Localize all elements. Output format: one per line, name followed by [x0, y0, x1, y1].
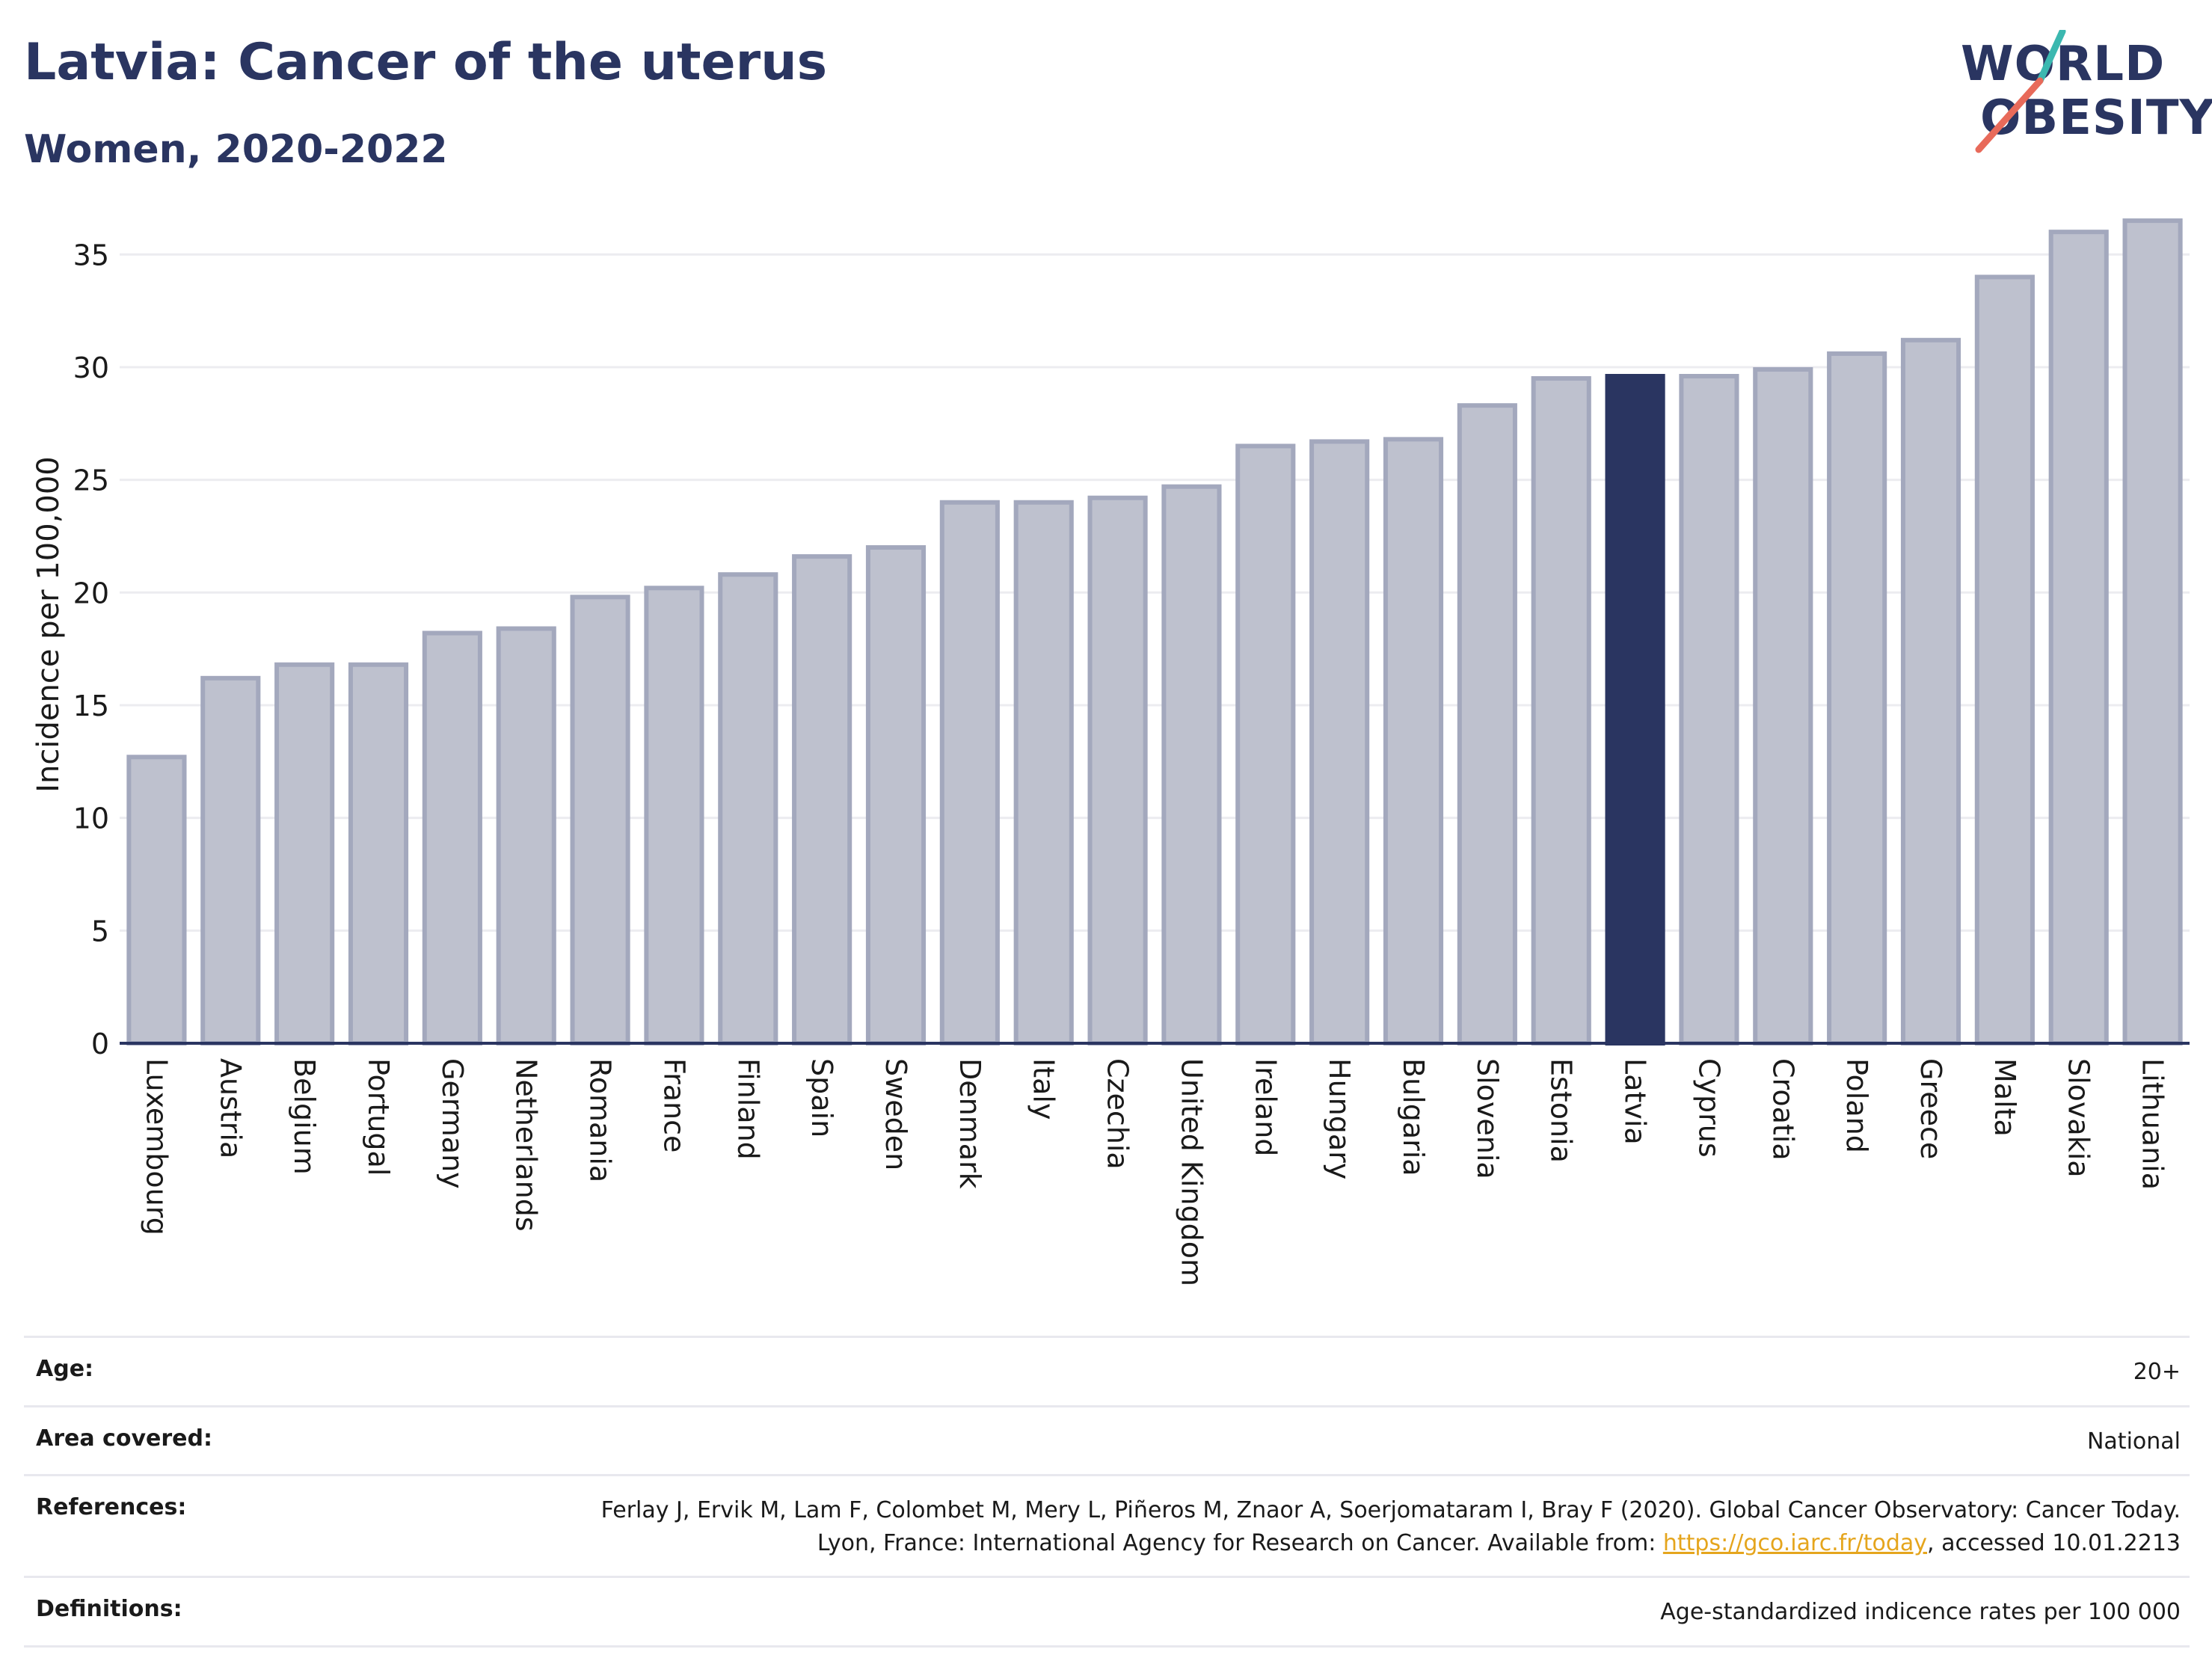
- x-tick-label: Poland: [1840, 1058, 1873, 1153]
- x-tick-label: Italy: [1027, 1058, 1060, 1120]
- bar-hungary: [1309, 439, 1370, 1045]
- y-tick-label: 5: [91, 915, 109, 948]
- bar-croatia: [1753, 366, 1813, 1045]
- bar-france: [644, 586, 704, 1045]
- x-tick-label: Romania: [584, 1058, 617, 1182]
- x-tick-label: Finland: [731, 1058, 764, 1160]
- y-tick-label: 0: [91, 1028, 109, 1060]
- references-value: Ferlay J, Ervik M, Lam F, Colombet M, Me…: [535, 1494, 2181, 1559]
- x-tick-label: Sweden: [879, 1058, 912, 1170]
- age-value: 20+: [2133, 1359, 2181, 1385]
- bars: [126, 218, 2183, 1046]
- x-tick-label: Croatia: [1766, 1058, 1799, 1161]
- definitions-label: Definitions:: [36, 1596, 182, 1622]
- x-tick-label: Czechia: [1102, 1058, 1134, 1170]
- x-tick-label: France: [657, 1058, 690, 1152]
- meta-row-references: References: Ferlay J, Ervik M, Lam F, Co…: [24, 1474, 2190, 1576]
- x-tick-label: Lithuania: [2136, 1058, 2169, 1190]
- x-tick-label: Estonia: [1545, 1058, 1578, 1163]
- x-tick-label: Denmark: [953, 1058, 986, 1189]
- x-tick-label: Luxembourg: [140, 1058, 173, 1235]
- x-tick-label: Germany: [436, 1058, 469, 1189]
- logo-slash-icon: [1975, 30, 2066, 153]
- x-tick-label: United Kingdom: [1175, 1058, 1208, 1286]
- bar-romania: [570, 595, 630, 1045]
- bar-latvia: [1605, 374, 1665, 1045]
- bar-united-kingdom: [1161, 484, 1222, 1045]
- y-tick-label: 10: [73, 802, 109, 835]
- bar-slovenia: [1457, 403, 1517, 1046]
- bar-spain: [792, 554, 852, 1046]
- bar-denmark: [939, 500, 1000, 1045]
- world-obesity-logo: WORLD OBESITY: [1952, 30, 2212, 157]
- bar-poland: [1827, 351, 1887, 1045]
- metadata-table: Age: 20+ Area covered: National Referenc…: [24, 1336, 2190, 1648]
- meta-row-definitions: Definitions: Age-standardized indicence …: [24, 1576, 2190, 1648]
- x-tick-label: Malta: [1988, 1058, 2021, 1137]
- x-tick-label: Hungary: [1323, 1058, 1356, 1179]
- bar-malta: [1974, 274, 2035, 1046]
- bar-portugal: [348, 662, 409, 1045]
- bar-chart: 0 5 10 15 20 25 30 35 Luxembourg Austria Belgium Po…: [31, 218, 2190, 1286]
- y-tick-label: 20: [73, 577, 109, 610]
- references-text: Ferlay J, Ervik M, Lam F, Colombet M, Me…: [600, 1497, 2181, 1556]
- bar-czechia: [1087, 495, 1148, 1045]
- area-value: National: [2086, 1428, 2181, 1455]
- x-tick-label: Belgium: [288, 1058, 321, 1175]
- bar-germany: [422, 630, 482, 1045]
- x-tick-label: Greece: [1914, 1058, 1947, 1159]
- x-tick-label: Cyprus: [1692, 1058, 1725, 1158]
- chart-subtitle: Women, 2020-2022: [24, 127, 448, 172]
- meta-row-age: Age: 20+: [24, 1336, 2190, 1405]
- bar-belgium: [274, 662, 335, 1045]
- chart-title: Latvia: Cancer of the uterus: [24, 33, 828, 92]
- definitions-value: Age-standardized indicence rates per 100…: [1660, 1599, 2181, 1625]
- references-label: References:: [36, 1494, 187, 1520]
- area-label: Area covered:: [36, 1425, 212, 1452]
- x-tick-label: Portugal: [362, 1058, 395, 1176]
- y-tick-label: 35: [73, 239, 109, 271]
- logo-word-world: WORLD: [1961, 37, 2166, 92]
- age-label: Age:: [36, 1356, 94, 1382]
- bar-slovakia: [2048, 230, 2109, 1046]
- bar-greece: [1900, 337, 1961, 1045]
- bar-austria: [200, 675, 261, 1045]
- bar-lithuania: [2122, 218, 2183, 1045]
- bar-ireland: [1235, 443, 1296, 1045]
- x-tick-label: Netherlands: [510, 1058, 543, 1232]
- x-tick-label: Spain: [805, 1058, 838, 1137]
- references-link[interactable]: https://gco.iarc.fr/today: [1662, 1529, 1928, 1556]
- x-tick-label: Slovenia: [1471, 1058, 1504, 1179]
- y-axis-label: Incidence per 100,000: [31, 456, 66, 793]
- bar-italy: [1013, 500, 1074, 1045]
- bar-estonia: [1531, 376, 1591, 1046]
- bar-cyprus: [1679, 374, 1739, 1045]
- axes: 0 5 10 15 20 25 30 35 Luxembourg Austria Belgium Po…: [73, 239, 2190, 1286]
- x-tick-label: Austria: [214, 1058, 247, 1158]
- x-tick-label: Bulgaria: [1397, 1058, 1430, 1176]
- bar-finland: [718, 572, 778, 1045]
- bar-luxembourg: [126, 755, 187, 1046]
- x-tick-label: Slovakia: [2062, 1058, 2095, 1178]
- bar-netherlands: [496, 626, 556, 1045]
- references-accessed: , accessed 10.01.2213: [1927, 1529, 2181, 1556]
- bar-bulgaria: [1383, 437, 1444, 1046]
- y-tick-label: 15: [73, 690, 109, 722]
- meta-row-area: Area covered: National: [24, 1404, 2190, 1475]
- y-tick-label: 25: [73, 464, 109, 497]
- bar-sweden: [865, 545, 927, 1045]
- y-tick-label: 30: [73, 351, 109, 384]
- x-tick-label: Latvia: [1619, 1058, 1652, 1145]
- x-tick-label: Ireland: [1249, 1058, 1282, 1156]
